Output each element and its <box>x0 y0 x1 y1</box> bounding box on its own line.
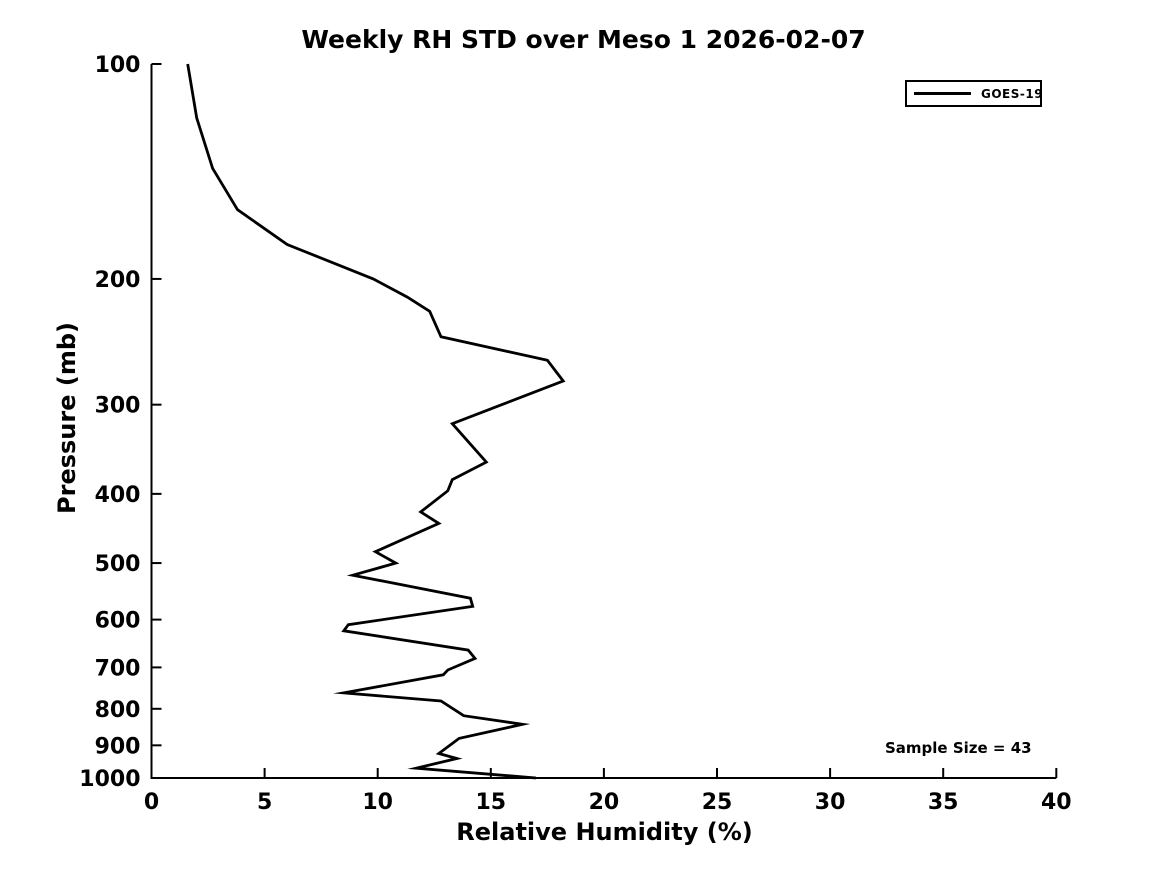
x-axis-tick-label: 40 <box>1041 790 1072 815</box>
x-axis-tick-label: 10 <box>362 790 393 815</box>
axis-spines <box>150 64 1057 779</box>
y-axis-tick-label: 600 <box>95 609 141 634</box>
x-axis-tick-label: 15 <box>475 790 506 815</box>
legend-line-sample <box>914 92 971 95</box>
y-axis-tick-label: 400 <box>95 483 141 508</box>
chart-title: Weekly RH STD over Meso 1 2026-02-07 <box>301 25 866 54</box>
y-axis-tick-label: 800 <box>95 698 141 723</box>
x-axis-tick-label: 30 <box>815 790 846 815</box>
y-axis-tick-label: 900 <box>95 734 141 759</box>
legend: GOES-19 <box>905 80 1044 107</box>
x-axis-tick-label: 20 <box>589 790 620 815</box>
y-axis-tick-label: 300 <box>95 394 141 419</box>
x-axis-tick-label: 5 <box>257 790 272 815</box>
goes-19-line <box>186 63 566 780</box>
legend-label: GOES-19 <box>981 86 1044 101</box>
x-axis-tick-label: 35 <box>928 790 959 815</box>
y-axis-tick-label: 100 <box>95 53 141 78</box>
y-axis-tick-label: 1000 <box>79 767 140 792</box>
x-axis-tick-label: 0 <box>144 790 159 815</box>
sample-size-annotation: Sample Size = 43 <box>885 739 1032 757</box>
x-axis-label: Relative Humidity (%) <box>456 818 753 846</box>
y-axis-tick-label: 200 <box>95 268 141 293</box>
y-axis-label: Pressure (mb) <box>52 322 81 514</box>
y-axis-tick-label: 700 <box>95 656 141 681</box>
x-axis-tick-label: 25 <box>702 790 733 815</box>
y-axis-tick-label: 500 <box>95 552 141 577</box>
